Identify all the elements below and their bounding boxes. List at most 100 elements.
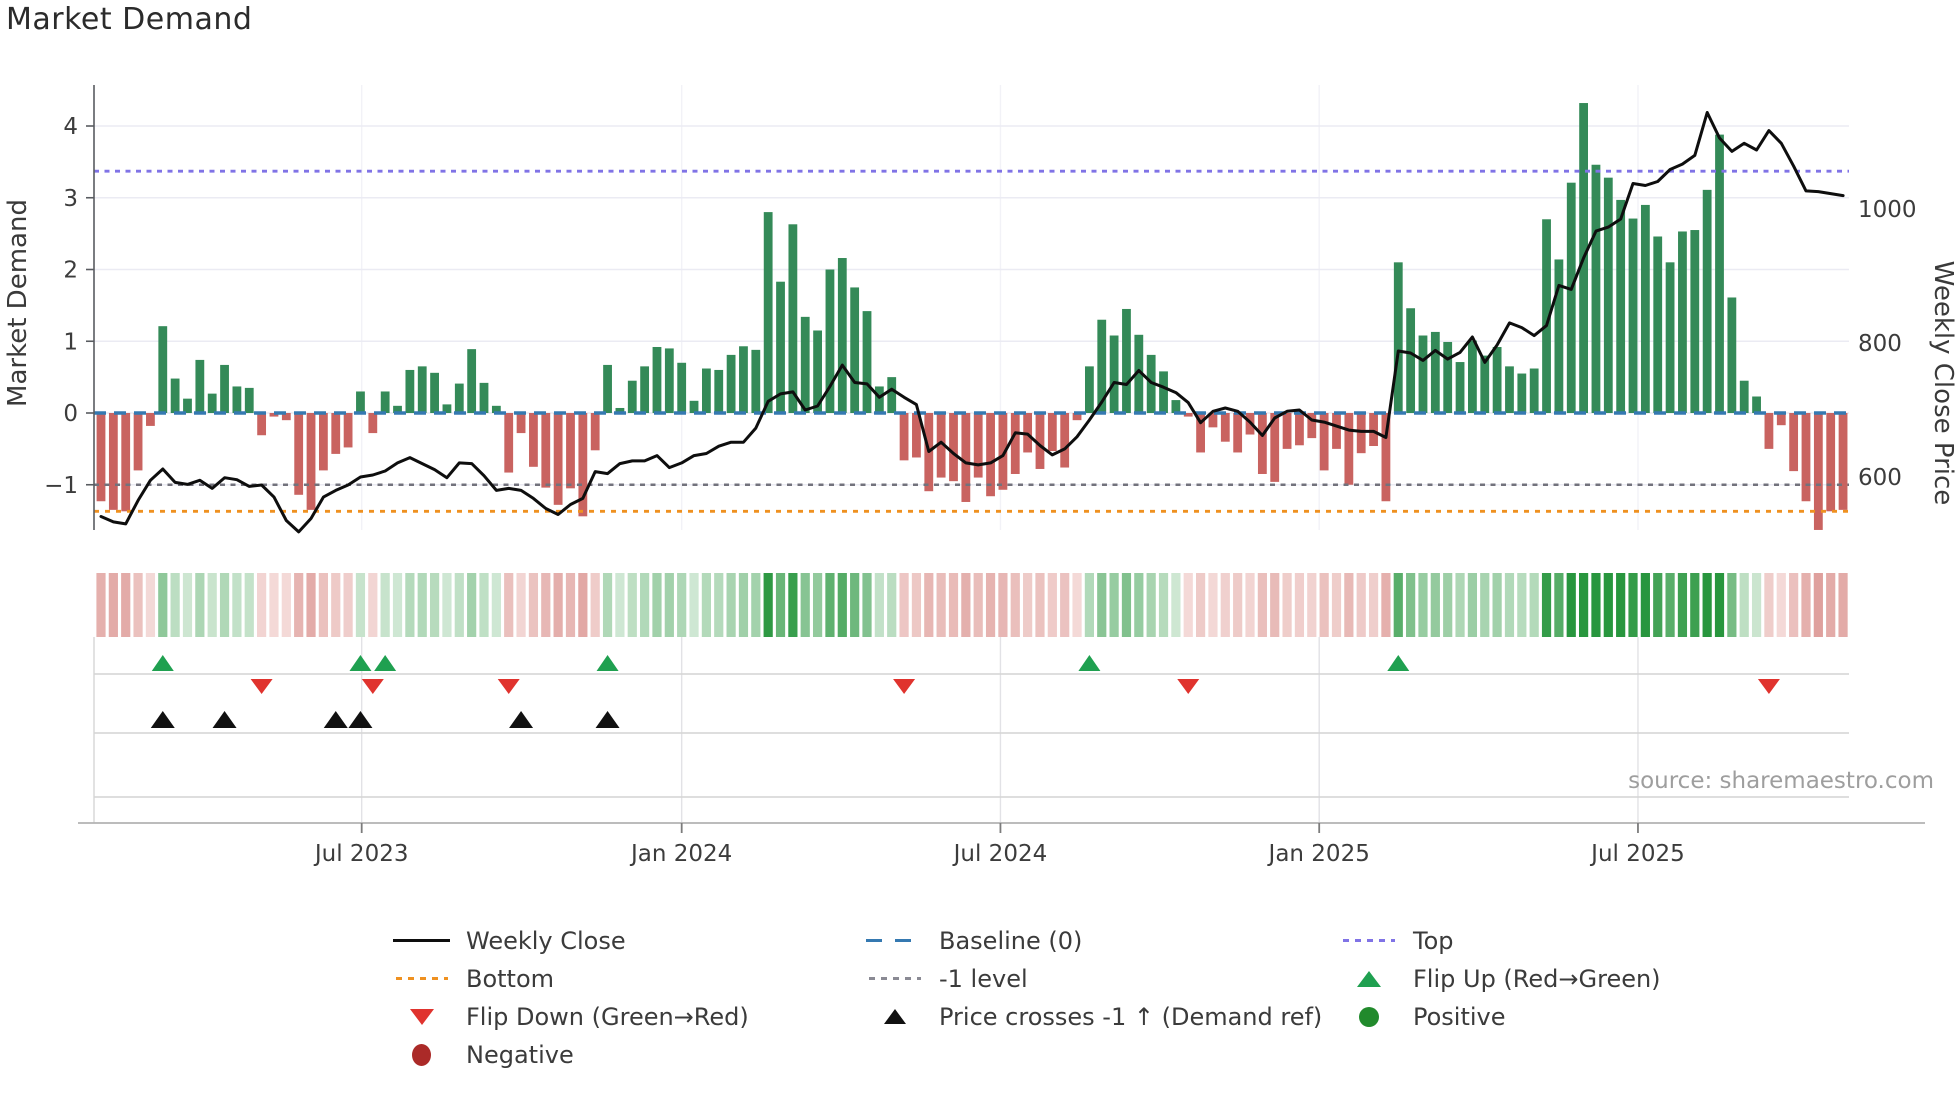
demand-bar [874, 386, 884, 413]
heatmap-cell [1344, 573, 1354, 637]
demand-bar [973, 413, 983, 478]
demand-bar [133, 413, 143, 471]
x-axis-tick-label: Jul 2023 [313, 841, 409, 867]
heatmap-cell [454, 573, 464, 637]
demand-bar [108, 413, 118, 510]
demand-bar [1122, 308, 1131, 413]
demand-bar [862, 311, 872, 413]
demand-bar [837, 258, 847, 413]
heatmap-cell [985, 573, 996, 637]
demand-bar [652, 346, 662, 413]
demand-bar [356, 391, 365, 413]
heatmap-cell [1121, 573, 1132, 637]
heatmap-cell [1233, 573, 1243, 637]
demand-bar [430, 372, 439, 413]
right-axis-tick-label: 600 [1858, 465, 1902, 491]
heatmap-cell [331, 573, 341, 637]
heatmap-cell [726, 573, 736, 637]
demand-bar [1640, 204, 1650, 413]
demand-bar [1270, 413, 1280, 482]
x-axis-tick-label: Jan 2024 [629, 841, 732, 867]
heatmap-cell [788, 573, 798, 637]
heatmap-cell [429, 573, 440, 637]
demand-bar [1727, 297, 1737, 413]
flip-down-marker [1177, 679, 1200, 694]
heatmap-cell [1047, 573, 1057, 637]
demand-bar [195, 359, 205, 413]
demand-bar [257, 413, 267, 436]
heatmap-cell [1430, 573, 1440, 637]
heatmap-cell [1690, 573, 1700, 637]
right-axis-tick-label: 1000 [1858, 197, 1917, 223]
heatmap-cell [1764, 573, 1774, 637]
heatmap-cell [1294, 573, 1305, 637]
heatmap-cell [1727, 573, 1737, 637]
heatmap-cell [1060, 573, 1070, 637]
heatmap-cell [1826, 573, 1836, 637]
heatmap-cell [1257, 573, 1267, 637]
demand-bar [1529, 368, 1539, 413]
heatmap-cell [1134, 573, 1144, 637]
heatmap-cell [145, 573, 156, 637]
weekly-close-line [99, 111, 1845, 534]
demand-bar [899, 413, 909, 461]
flip-down-marker [497, 679, 520, 694]
heatmap-cell [837, 573, 847, 637]
demand-bar [294, 413, 304, 495]
heatmap-cell [1640, 573, 1650, 637]
heatmap-cell [380, 573, 390, 637]
heatmap-cell [528, 573, 539, 637]
heatmap-cell [1171, 573, 1181, 637]
price-cross-marker [150, 711, 175, 728]
heatmap-cell [1579, 573, 1589, 637]
left-axis-tick-label: 3 [63, 186, 78, 212]
heatmap-cell [862, 573, 872, 637]
left-axis-tick-label: 0 [63, 401, 78, 427]
heatmap-cell [1677, 573, 1688, 637]
heatmap-cell [1566, 573, 1576, 637]
flip-up-marker [151, 655, 174, 671]
flip-down-marker [893, 679, 916, 694]
demand-bar [1430, 331, 1440, 413]
demand-bar [1468, 340, 1477, 413]
heatmap-cell [467, 573, 477, 637]
demand-bar [1035, 413, 1045, 469]
heatmap-cell [1146, 573, 1156, 637]
heatmap-cell [1529, 573, 1539, 637]
demand-bar [825, 269, 835, 413]
demand-bar [1764, 413, 1774, 449]
price-cross-marker [595, 711, 620, 728]
heatmap-cell [1504, 573, 1515, 637]
demand-bar [1072, 413, 1082, 421]
heatmap-cell [306, 573, 316, 637]
price-cross-marker [323, 711, 348, 728]
demand-bar [1196, 413, 1205, 453]
demand-bar [1159, 371, 1168, 413]
heatmap-cell [1245, 573, 1255, 637]
heatmap-cell [195, 573, 205, 637]
demand-bar [158, 326, 168, 413]
heatmap-cell [442, 573, 452, 637]
demand-bar [183, 398, 192, 413]
demand-bar [1369, 413, 1378, 447]
demand-bar [331, 413, 341, 454]
heatmap-cell [516, 573, 526, 637]
demand-bar [405, 369, 415, 413]
demand-bar [306, 413, 316, 510]
flip-up-marker [1387, 655, 1410, 671]
heatmap-cell [1331, 573, 1342, 637]
heatmap-cell [1158, 573, 1169, 637]
heatmap-cell [751, 573, 761, 637]
heatmap-cell [1665, 573, 1675, 637]
heatmap-cell [405, 573, 415, 637]
heatmap-cell [1097, 573, 1107, 637]
demand-bar [1381, 413, 1391, 502]
demand-bar [800, 316, 810, 413]
heatmap-cell [973, 573, 983, 637]
x-axis-tick-label: Jan 2025 [1267, 841, 1370, 867]
heatmap-cell [825, 573, 835, 637]
demand-bar [1566, 182, 1576, 413]
demand-bar [1307, 413, 1317, 439]
heatmap-cell [343, 573, 353, 637]
heatmap-cell [924, 573, 934, 637]
